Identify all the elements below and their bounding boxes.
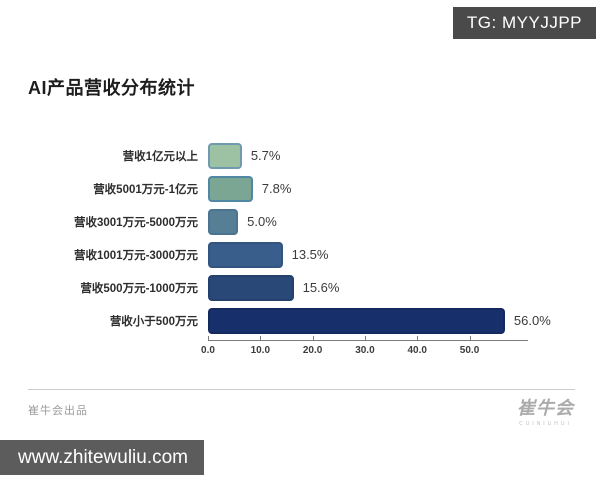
bar-zone: 15.6% (208, 271, 600, 304)
value-label: 5.7% (250, 148, 281, 163)
bar-chart: 营收1亿元以上 5.7% 营收5001万元-1亿元 7.8% 营收3001万元-5000… (0, 139, 600, 337)
bar-zone: 5.0% (208, 205, 600, 238)
bar-zone: 56.0% (208, 304, 600, 337)
logo-subtext: CUINIUHUI (519, 421, 572, 427)
category-label: 营收小于500万元 (109, 315, 198, 328)
value-label: 5.0% (247, 214, 277, 229)
x-tick-label: 20.0 (302, 345, 323, 356)
chart-title: AI产品营收分布统计 (28, 78, 195, 98)
bar (208, 274, 294, 301)
x-tick-label: 40.0 (407, 345, 427, 356)
bar-zone: 13.5% (208, 238, 600, 271)
bar (208, 241, 283, 268)
x-tick-label: 30.0 (355, 345, 375, 356)
bar (208, 307, 505, 334)
bar-zone: 7.8% (208, 172, 600, 205)
watermark-badge: www.zhitewuliu.com (0, 440, 204, 475)
tg-contact-text: TG: MYYJJPP (466, 13, 582, 32)
category-label: 营收500万元-1000万元 (80, 282, 198, 295)
x-tick-mark (417, 336, 419, 340)
x-tick-label: 10.0 (250, 345, 271, 356)
bar (208, 142, 242, 169)
watermark-text: www.zhitewuliu.com (18, 446, 188, 468)
category-label: 营收3001万元-5000万元 (74, 216, 198, 229)
value-label: 15.6% (302, 280, 340, 295)
category-label: 营收1亿元以上 (122, 150, 198, 163)
category-label: 营收5001万元-1亿元 (93, 183, 198, 196)
chart-row: 营收5001万元-1亿元 7.8% (0, 172, 600, 205)
chart-row: 营收小于500万元 56.0% (0, 304, 600, 337)
x-tick-mark (260, 336, 262, 340)
x-tick-mark (364, 336, 366, 340)
logo-text: 崔牛会 (517, 398, 574, 418)
bar (208, 175, 253, 202)
footer-credit: 崔牛会出品 (28, 405, 88, 417)
chart-row: 营收3001万元-5000万元 5.0% (0, 205, 600, 238)
cuiniuhui-logo: 崔牛会 CUINIUHUI (517, 394, 574, 427)
value-label: 7.8% (261, 181, 292, 196)
x-tick-mark (208, 336, 209, 340)
category-label: 营收1001万元-3000万元 (74, 249, 198, 262)
bar-rows: 营收1亿元以上 5.7% 营收5001万元-1亿元 7.8% 营收3001万元-5000… (0, 139, 600, 337)
x-axis-line (208, 340, 528, 341)
footer-divider (28, 389, 575, 390)
chart-row: 营收500万元-1000万元 15.6% (0, 271, 600, 304)
bar-zone: 5.7% (208, 139, 600, 172)
x-tick-label: 50.0 (459, 345, 480, 356)
tg-contact-badge: TG: MYYJJPP (452, 7, 596, 39)
x-tick-mark (469, 336, 471, 340)
x-tick-label: 0.0 (201, 345, 215, 356)
x-axis: 0.0 10.0 20.0 30.0 40.0 50.0 (201, 336, 528, 362)
bar (208, 208, 239, 235)
value-label: 56.0% (513, 313, 551, 328)
x-tick-mark (312, 336, 314, 340)
chart-row: 营收1001万元-3000万元 13.5% (0, 238, 600, 271)
value-label: 13.5% (291, 247, 329, 262)
chart-row: 营收1亿元以上 5.7% (0, 139, 600, 172)
